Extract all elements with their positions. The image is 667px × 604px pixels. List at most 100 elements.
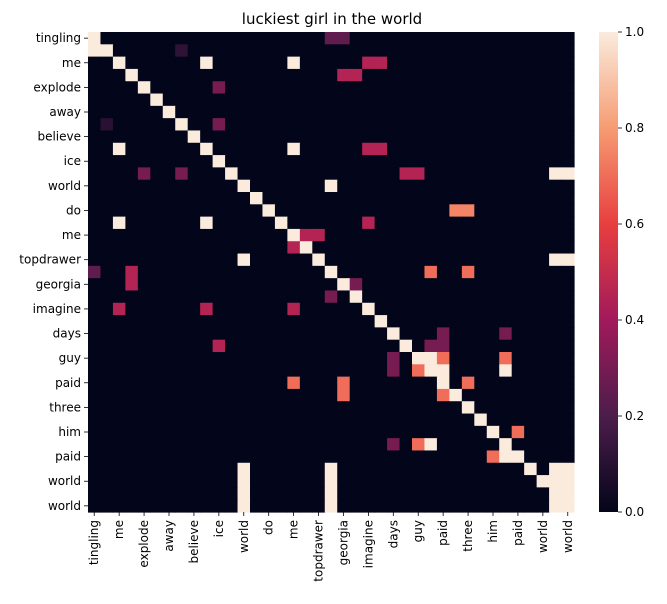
heatmap-cell — [536, 265, 550, 279]
heatmap-cell — [237, 192, 251, 205]
heatmap-cell — [137, 228, 151, 242]
heatmap-cell — [524, 450, 538, 464]
heatmap-cell — [449, 81, 463, 95]
heatmap-cell — [486, 130, 500, 144]
heatmap-cell — [549, 425, 563, 439]
heatmap-cell — [362, 401, 376, 415]
heatmap-cell — [125, 315, 139, 328]
row-tick-label: him — [58, 425, 81, 439]
heatmap-cell — [461, 241, 475, 255]
heatmap-cell — [499, 487, 513, 501]
heatmap-cell — [549, 487, 563, 501]
heatmap-cell — [399, 425, 413, 439]
heatmap-cell — [461, 278, 475, 292]
heatmap-cell — [561, 105, 575, 119]
heatmap-cell — [287, 81, 301, 95]
heatmap-cell — [100, 278, 114, 292]
heatmap-cell — [461, 450, 475, 464]
heatmap-cell — [412, 167, 426, 181]
heatmap-cell — [536, 462, 550, 476]
heatmap-cell — [125, 241, 139, 255]
heatmap-cell — [125, 438, 139, 452]
heatmap-cell — [486, 499, 500, 513]
heatmap-cell — [449, 413, 463, 427]
heatmap-cell — [486, 278, 500, 292]
heatmap-cell — [175, 499, 189, 513]
heatmap-cell — [88, 352, 102, 365]
heatmap-cell — [200, 499, 214, 513]
heatmap-cell — [486, 204, 500, 218]
heatmap-cell — [274, 241, 288, 255]
heatmap-cell — [100, 105, 114, 119]
heatmap-cell — [412, 327, 426, 341]
heatmap-cell — [200, 253, 214, 267]
heatmap-cell — [412, 142, 426, 156]
heatmap-cell — [162, 216, 176, 230]
column-tick-label: paid — [436, 520, 450, 546]
heatmap-cell — [274, 228, 288, 242]
heatmap-cell — [287, 438, 301, 452]
heatmap-cell — [312, 302, 326, 316]
heatmap-cell — [225, 376, 239, 390]
heatmap-cell — [237, 216, 251, 230]
heatmap-cell — [112, 450, 126, 464]
heatmap-cell — [412, 253, 426, 267]
heatmap-cell — [88, 290, 102, 304]
heatmap-cell — [262, 253, 276, 267]
heatmap-cell — [299, 290, 313, 304]
heatmap-cell — [461, 93, 475, 107]
heatmap-cell — [412, 81, 426, 95]
heatmap-cell — [162, 32, 176, 45]
heatmap-cell — [150, 265, 164, 279]
heatmap-cell — [499, 315, 513, 328]
row-tick-label: tingling — [36, 31, 81, 45]
heatmap-cell — [536, 401, 550, 415]
heatmap-cell — [287, 204, 301, 218]
heatmap-cell — [212, 204, 226, 218]
heatmap-cell — [175, 376, 189, 390]
column-tick-label: do — [262, 520, 276, 535]
heatmap-cell — [536, 93, 550, 107]
heatmap-cell — [162, 56, 176, 70]
heatmap-cell — [137, 302, 151, 316]
heatmap-cell — [187, 118, 201, 132]
heatmap-cell — [175, 462, 189, 476]
heatmap-cell — [524, 44, 538, 58]
heatmap-cell — [511, 302, 525, 316]
heatmap-cell — [212, 179, 226, 193]
column-tick-labels: tingling me explode away believe ice world do me… — [87, 512, 575, 582]
heatmap-cell — [474, 130, 488, 144]
heatmap-cell — [461, 179, 475, 193]
heatmap-cell — [436, 81, 450, 95]
heatmap-cell — [225, 425, 239, 439]
row-tick-label: world — [48, 179, 81, 193]
heatmap-cell — [387, 105, 401, 119]
heatmap-cell — [237, 142, 251, 156]
heatmap-cell — [449, 327, 463, 341]
heatmap-cell — [125, 32, 139, 45]
heatmap-cell — [374, 142, 388, 156]
heatmap-cell — [412, 216, 426, 230]
heatmap-cell — [561, 364, 575, 378]
heatmap-cell — [436, 425, 450, 439]
heatmap-cell — [162, 167, 176, 181]
heatmap-cell — [474, 179, 488, 193]
heatmap-cell — [362, 44, 376, 58]
heatmap-cell — [274, 462, 288, 476]
heatmap-cell — [399, 253, 413, 267]
heatmap-cell — [175, 105, 189, 119]
heatmap-cell — [250, 253, 264, 267]
heatmap-cell — [112, 105, 126, 119]
heatmap-cell — [536, 278, 550, 292]
heatmap-cell — [499, 142, 513, 156]
heatmap-cell — [187, 327, 201, 341]
heatmap-cell — [474, 241, 488, 255]
heatmap-cell — [549, 155, 563, 168]
heatmap-cell — [125, 118, 139, 132]
heatmap-cell — [88, 155, 102, 168]
heatmap-cell — [88, 56, 102, 70]
heatmap-cell — [287, 142, 301, 156]
heatmap-cell — [162, 93, 176, 107]
heatmap-cell — [225, 179, 239, 193]
row-tick-label: me — [62, 56, 81, 70]
